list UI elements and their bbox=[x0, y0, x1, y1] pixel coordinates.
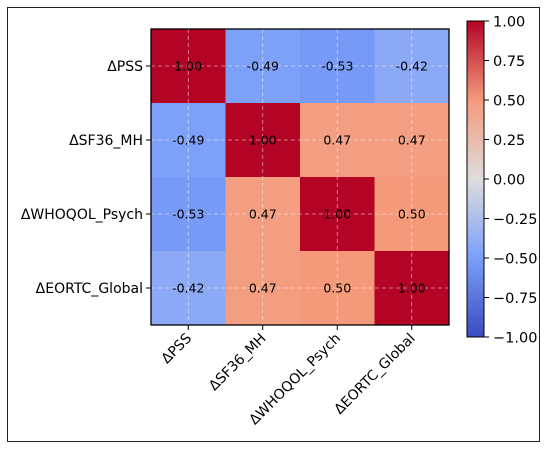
cell-value-label: 0.50 bbox=[398, 207, 426, 222]
colorbar-tick-labels: 1.00 0.75 0.50 0.25 0.00 −0.25 −0.50 −0.75 −1.00 bbox=[484, 15, 537, 347]
plot-border bbox=[150, 28, 450, 326]
colorbar-tick-label: −0.50 bbox=[493, 252, 537, 268]
cell-value-label: 0.47 bbox=[249, 281, 277, 296]
cell-value-label: -0.49 bbox=[247, 59, 279, 74]
cell-value-label: -0.53 bbox=[172, 207, 204, 222]
x-tick-label: ΔPSS bbox=[158, 330, 195, 367]
colorbar-tick-label: −0.75 bbox=[493, 291, 537, 307]
colorbar bbox=[466, 20, 485, 338]
cell-value-label: 1.00 bbox=[398, 281, 426, 296]
cell-value-label: -0.49 bbox=[172, 133, 204, 148]
cell-value-label: -0.53 bbox=[321, 59, 353, 74]
colorbar-tick-label: 0.50 bbox=[493, 94, 525, 110]
x-tick-label: ΔEORTC_Global bbox=[331, 331, 418, 418]
colorbar-tick-label: 0.00 bbox=[493, 173, 525, 189]
colorbar-tick-label: 0.75 bbox=[493, 54, 525, 70]
y-tick-labels: ΔPSS ΔSF36_MH ΔWHOQOL_Psych ΔEORTC_Global bbox=[21, 59, 151, 297]
heatmap-grid bbox=[151, 29, 449, 325]
colorbar-tick-label: −0.25 bbox=[493, 212, 537, 228]
y-tick-label: ΔPSS bbox=[107, 59, 143, 75]
cell-value-label: 1.00 bbox=[323, 207, 351, 222]
cell-value-label: 0.50 bbox=[323, 281, 351, 296]
cell-value-label: 0.47 bbox=[323, 133, 351, 148]
cell-value-label: -0.42 bbox=[172, 281, 204, 296]
colorbar-tick-label: 0.25 bbox=[493, 133, 525, 149]
y-tick-label: ΔEORTC_Global bbox=[36, 281, 143, 297]
cell-value-label: -0.42 bbox=[396, 59, 428, 74]
cell-value-label: 1.00 bbox=[174, 59, 202, 74]
y-tick-label: ΔSF36_MH bbox=[69, 133, 143, 149]
colorbar-tick-label: 1.00 bbox=[493, 15, 525, 31]
cell-value-label: 0.47 bbox=[249, 207, 277, 222]
cell-value-label: 1.00 bbox=[249, 133, 277, 148]
x-tick-label: ΔSF36_MH bbox=[206, 331, 270, 395]
cell-value-labels: 1.00 -0.49 -0.53 -0.42 -0.49 1.00 0.47 0.47 -0.5… bbox=[172, 59, 428, 296]
cell-value-label: 0.47 bbox=[398, 133, 426, 148]
y-tick-label: ΔWHOQOL_Psych bbox=[21, 207, 143, 223]
colorbar-tick-label: −1.00 bbox=[493, 331, 537, 347]
